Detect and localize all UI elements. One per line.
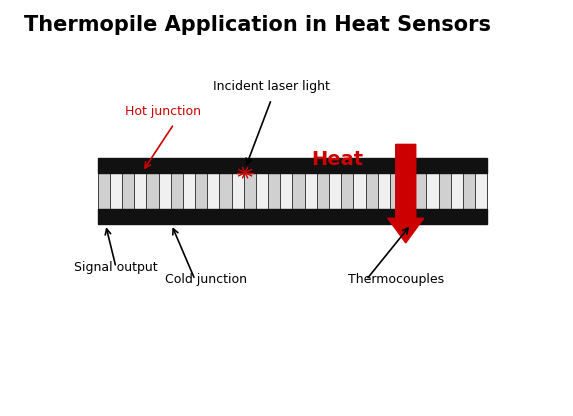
Bar <box>426 173 439 209</box>
Bar <box>231 173 244 209</box>
Bar <box>134 173 146 209</box>
Bar <box>439 173 451 209</box>
Bar <box>317 173 329 209</box>
FancyArrow shape <box>388 144 424 243</box>
Bar <box>305 173 317 209</box>
Bar <box>378 173 390 209</box>
Bar <box>475 173 488 209</box>
Bar <box>207 173 219 209</box>
Bar <box>463 173 475 209</box>
Text: Heat: Heat <box>312 150 364 169</box>
Text: Thermocouples: Thermocouples <box>348 273 444 286</box>
Bar <box>195 173 207 209</box>
Bar <box>390 173 402 209</box>
Bar <box>97 173 110 209</box>
Bar <box>268 173 280 209</box>
Bar <box>354 173 366 209</box>
Bar <box>366 173 378 209</box>
Bar <box>122 173 134 209</box>
Bar <box>97 209 488 224</box>
Bar <box>414 173 426 209</box>
Bar <box>146 173 159 209</box>
Bar <box>171 173 183 209</box>
Bar <box>292 173 305 209</box>
Bar <box>451 173 463 209</box>
Bar <box>159 173 171 209</box>
Text: Cold junction: Cold junction <box>164 273 246 286</box>
Bar <box>256 173 268 209</box>
Bar <box>280 173 292 209</box>
Text: Hot junction: Hot junction <box>125 105 202 118</box>
Bar <box>329 173 341 209</box>
Bar <box>97 158 488 173</box>
Bar <box>219 173 231 209</box>
Bar <box>183 173 195 209</box>
Bar <box>244 173 256 209</box>
Text: Signal output: Signal output <box>74 261 158 274</box>
Bar <box>110 173 122 209</box>
Text: Incident laser light: Incident laser light <box>213 80 330 93</box>
Bar <box>341 173 354 209</box>
Bar <box>402 173 414 209</box>
Text: Thermopile Application in Heat Sensors: Thermopile Application in Heat Sensors <box>24 15 491 35</box>
